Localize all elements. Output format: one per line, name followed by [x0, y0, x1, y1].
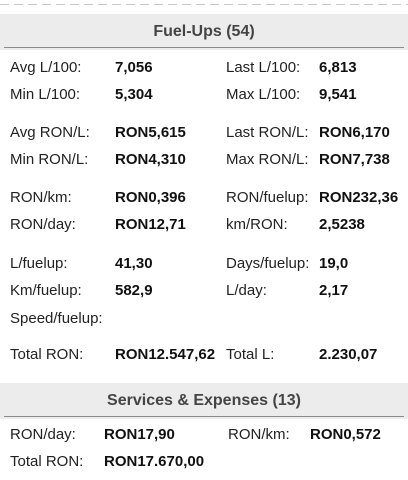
ron-per-km-value: RON0,396	[115, 189, 186, 206]
min-ron-per-l-value: RON4,310	[115, 151, 186, 168]
services-ron-per-day-label: RON/day:	[10, 426, 76, 443]
min-l100-value: 5,304	[115, 86, 153, 103]
avg-l100-value: 7,056	[115, 59, 153, 76]
services-total-ron-label: Total RON:	[10, 453, 84, 470]
fuel-ups-header: Fuel-Ups (54)	[0, 14, 408, 50]
days-per-fuelup-value: 19,0	[319, 255, 349, 272]
ron-per-day-value: RON12,71	[115, 216, 186, 233]
l-per-day-label: L/day:	[226, 282, 267, 299]
total-ron-label: Total RON:	[10, 346, 84, 363]
avg-l100-label: Avg L/100:	[10, 59, 82, 76]
services-expenses-header-divider	[4, 416, 404, 417]
last-ron-per-l-label: Last RON/L:	[226, 124, 309, 141]
total-ron-value: RON12.547,62	[115, 346, 216, 363]
km-per-ron-label: km/RON:	[226, 216, 288, 233]
l-per-fuelup-label: L/fuelup:	[10, 255, 68, 272]
min-l100-label: Min L/100:	[10, 86, 81, 103]
services-ron-per-day-value: RON17,90	[104, 426, 175, 443]
l-per-fuelup-value: 41,30	[115, 255, 153, 272]
services-ron-per-km-label: RON/km:	[228, 426, 290, 443]
days-per-fuelup-label: Days/fuelup:	[226, 255, 310, 272]
max-l100-label: Max L/100:	[226, 86, 301, 103]
ron-per-fuelup-value: RON232,36	[319, 189, 399, 206]
services-total-ron-value: RON17.670,00	[104, 453, 205, 470]
last-l100-label: Last L/100:	[226, 59, 301, 76]
speed-per-fuelup-label: Speed/fuelup:	[10, 310, 103, 327]
km-per-ron-value: 2,5238	[319, 216, 365, 233]
max-ron-per-l-label: Max RON/L:	[226, 151, 309, 168]
services-expenses-header: Services & Expenses (13)	[0, 383, 408, 419]
ron-per-day-label: RON/day:	[10, 216, 76, 233]
services-ron-per-km-value: RON0,572	[310, 426, 381, 443]
max-l100-value: 9,541	[319, 86, 357, 103]
l-per-day-value: 2,17	[319, 282, 349, 299]
last-l100-value: 6,813	[319, 59, 357, 76]
avg-ron-per-l-label: Avg RON/L:	[10, 124, 90, 141]
ron-per-km-label: RON/km:	[10, 189, 72, 206]
min-ron-per-l-label: Min RON/L:	[10, 151, 89, 168]
top-divider	[0, 0, 408, 10]
avg-ron-per-l-value: RON5,615	[115, 124, 186, 141]
total-l-label: Total L:	[226, 346, 275, 363]
max-ron-per-l-value: RON7,738	[319, 151, 390, 168]
km-per-fuelup-value: 582,9	[115, 282, 153, 299]
fuel-ups-header-divider	[4, 47, 404, 48]
fuel-ups-title: Fuel-Ups (54)	[153, 23, 255, 40]
total-l-value: 2.230,07	[319, 346, 378, 363]
ron-per-fuelup-label: RON/fuelup:	[226, 189, 309, 206]
last-ron-per-l-value: RON6,170	[319, 124, 390, 141]
km-per-fuelup-label: Km/fuelup:	[10, 282, 82, 299]
services-expenses-title: Services & Expenses (13)	[107, 392, 301, 409]
